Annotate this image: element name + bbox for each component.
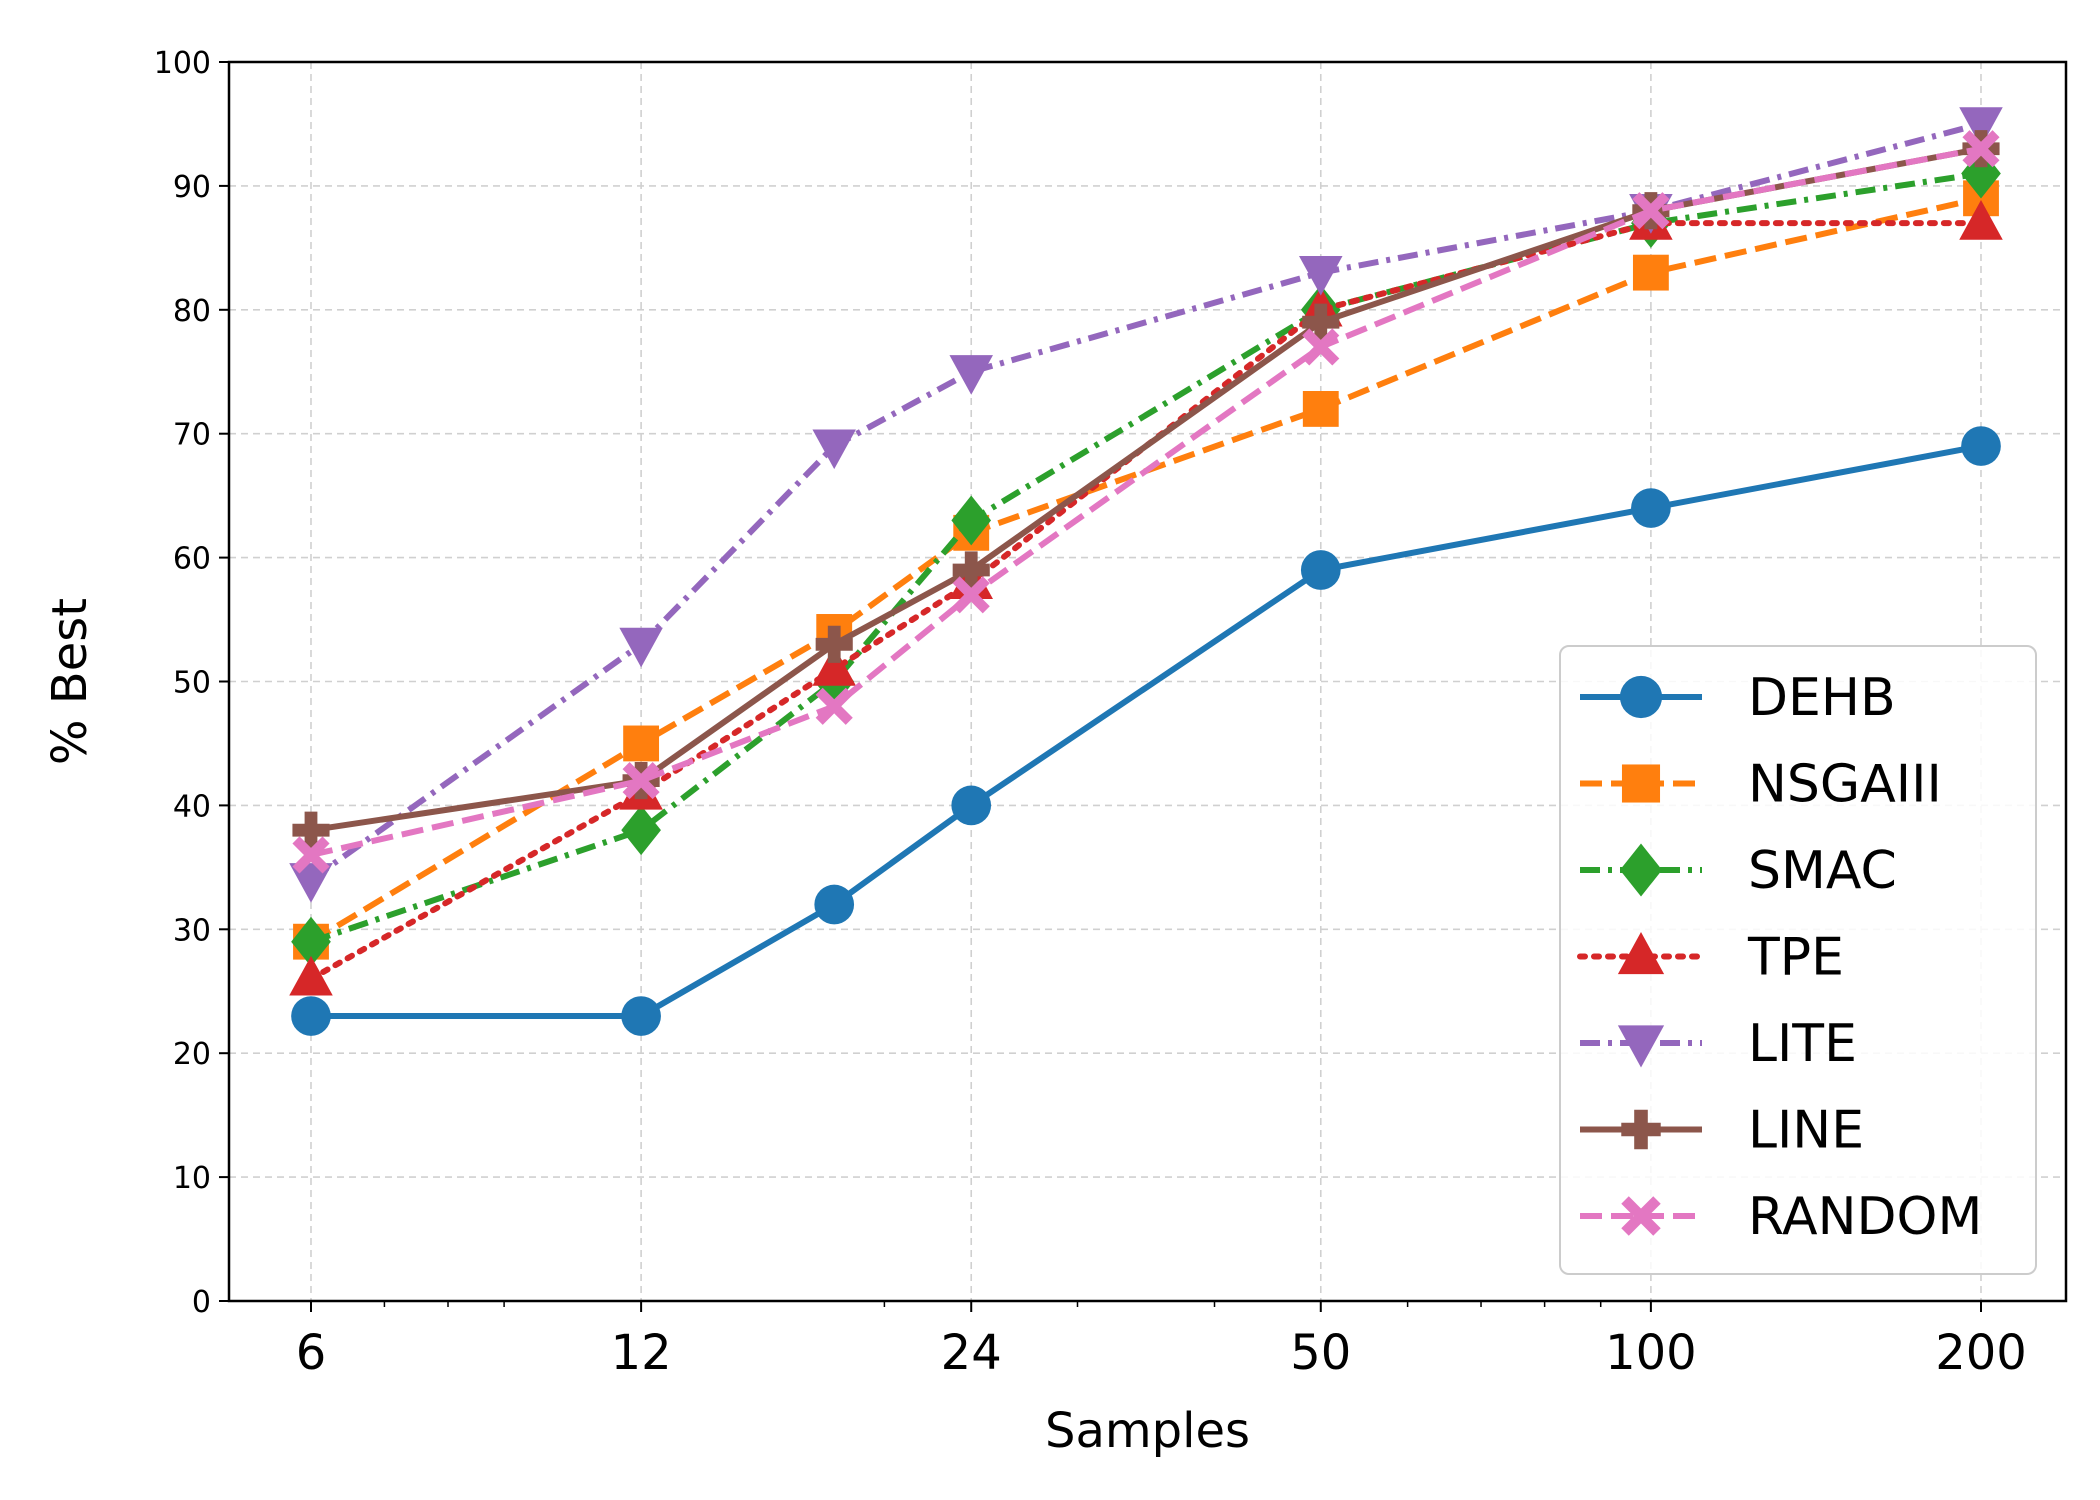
data-point-nsgaiii — [1632, 254, 1669, 291]
data-point-dehb — [1631, 488, 1671, 528]
legend-item-nsgaiii: NSGAIII — [1580, 755, 1942, 815]
data-point-tpe — [812, 646, 856, 686]
y-tick-label: 100 — [154, 46, 211, 81]
data-point-smac — [621, 805, 661, 856]
data-point-random — [1962, 130, 2000, 168]
data-point-lite — [619, 627, 663, 668]
data-point-random — [622, 762, 660, 800]
data-point-nsgaiii — [623, 725, 660, 762]
legend-marker — [1621, 764, 1661, 803]
data-point-random — [952, 576, 990, 614]
legend-label: NSGAIII — [1748, 755, 1942, 815]
y-tick-label: 20 — [173, 1037, 211, 1072]
y-tick-label: 50 — [173, 666, 211, 701]
x-tick-label: 6 — [296, 1325, 327, 1381]
series-random — [292, 130, 2000, 874]
y-tick-label: 0 — [192, 1285, 211, 1320]
y-axis-label: % Best — [42, 598, 98, 765]
legend-label: DEHB — [1748, 668, 1896, 728]
data-point-dehb — [291, 996, 331, 1036]
data-point-line — [292, 811, 330, 849]
legend-item-tpe: TPE — [1577, 928, 1844, 988]
data-point-random — [1632, 192, 1670, 230]
y-tick-label: 90 — [173, 170, 211, 205]
y-tick-label: 30 — [173, 913, 211, 948]
data-point-random — [1302, 328, 1340, 366]
legend-item-smac: SMAC — [1580, 841, 1897, 901]
legend-marker — [1621, 1196, 1661, 1236]
legend-marker — [1619, 843, 1663, 897]
data-point-lite — [1959, 107, 2003, 147]
legend-item-lite: LITE — [1580, 1014, 1857, 1074]
legend-label: TPE — [1747, 928, 1844, 988]
series-layer — [289, 107, 2003, 1036]
x-tick-label: 50 — [1290, 1325, 1351, 1381]
data-point-smac — [291, 916, 331, 967]
data-point-line — [815, 625, 853, 663]
data-point-dehb — [1300, 550, 1341, 590]
data-point-smac — [951, 495, 992, 546]
data-point-lite — [289, 863, 333, 903]
legend-item-random: RANDOM — [1580, 1187, 1982, 1247]
data-point-dehb — [621, 996, 661, 1036]
legend-label: SMAC — [1748, 841, 1897, 901]
y-tick-label: 80 — [173, 294, 211, 329]
x-tick-label: 24 — [941, 1325, 1002, 1381]
axes: 0 10 20 30 40 50 60 70 80 90 100 6 12 24 50 100 200 — [154, 46, 2027, 1381]
data-point-dehb — [1961, 426, 2001, 466]
legend-label: LITE — [1748, 1014, 1857, 1074]
data-point-random — [292, 836, 330, 874]
legend-box — [1559, 645, 2037, 1275]
data-point-lite — [1299, 255, 1343, 296]
legend-marker — [1617, 1025, 1665, 1068]
x-axis-label: Samples — [1045, 1403, 1250, 1459]
series-dehb — [291, 426, 2001, 1036]
data-point-line — [952, 551, 990, 589]
legend-label: LINE — [1748, 1101, 1864, 1161]
y-tick-label: 10 — [173, 1161, 211, 1196]
data-point-tpe — [1959, 200, 2003, 240]
data-point-nsgaiii — [1302, 391, 1339, 427]
legend-marker — [1621, 1109, 1661, 1150]
legend: DEHB NSGAIII SMAC TPE LITE LINE RANDOM — [1559, 645, 2037, 1275]
data-point-dehb — [814, 884, 855, 925]
data-point-dehb — [951, 785, 992, 826]
y-tick-label: 40 — [173, 789, 211, 824]
data-point-random — [815, 687, 853, 725]
y-tick-label: 70 — [173, 418, 211, 453]
x-tick-label: 12 — [611, 1325, 672, 1381]
x-tick-label: 100 — [1605, 1325, 1697, 1381]
data-point-lite — [949, 355, 993, 395]
legend-item-line: LINE — [1580, 1101, 1864, 1161]
data-point-tpe — [289, 955, 333, 996]
legend-label: RANDOM — [1748, 1187, 1982, 1247]
data-point-line — [1302, 303, 1340, 341]
legend-item-dehb: DEHB — [1580, 668, 1896, 728]
legend-marker — [1617, 932, 1665, 975]
legend-marker — [1619, 675, 1663, 719]
y-tick-label: 60 — [173, 542, 211, 577]
data-point-lite — [812, 429, 856, 470]
x-tick-label: 200 — [1935, 1325, 2027, 1381]
